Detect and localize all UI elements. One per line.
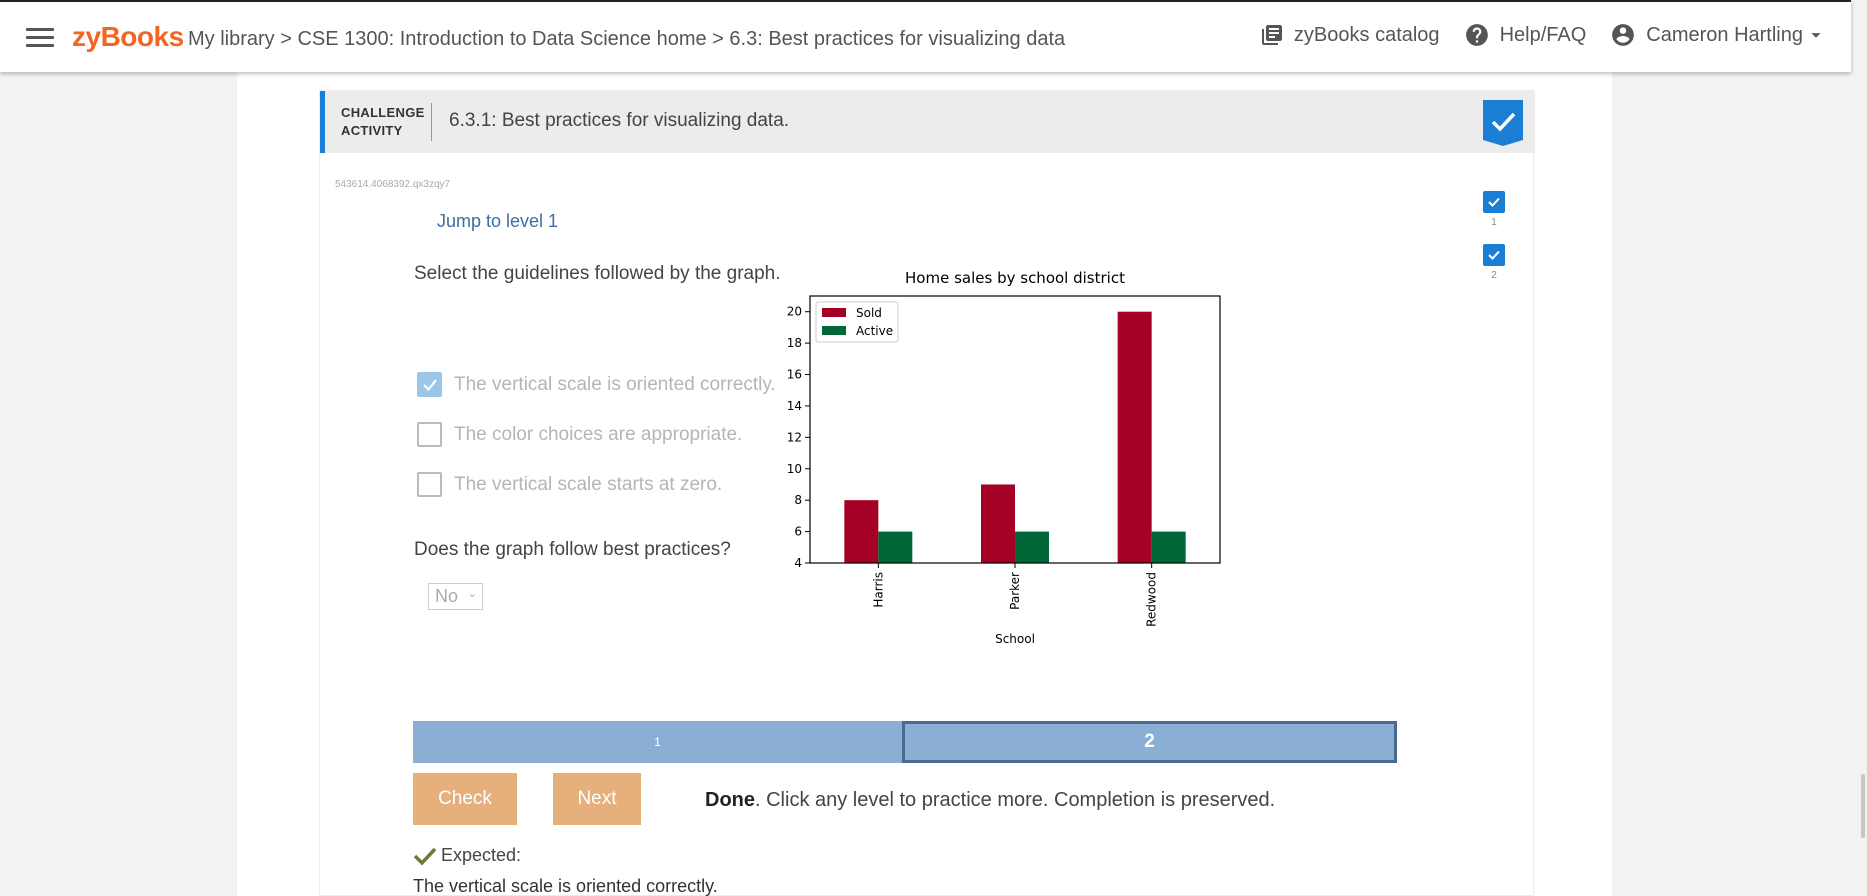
y-tick-label: 16: [787, 368, 802, 382]
legend-swatch: [822, 326, 846, 335]
breadcrumb-course[interactable]: CSE 1300: Introduction to Data Science h…: [297, 28, 707, 50]
help-link[interactable]: Help/FAQ: [1464, 22, 1587, 48]
menu-icon[interactable]: [26, 28, 54, 48]
dropdown-value: No: [435, 586, 459, 606]
y-tick-label: 18: [787, 336, 802, 350]
level-button-2[interactable]: 2: [902, 721, 1397, 763]
y-tick-label: 10: [787, 462, 802, 476]
checkbox[interactable]: [417, 372, 442, 397]
check-icon: [1483, 244, 1505, 266]
y-tick-label: 12: [787, 430, 802, 444]
chart-title: Home sales by school district: [905, 269, 1125, 287]
expected-answer: The vertical scale is oriented correctly…: [413, 876, 718, 896]
y-tick-label: 20: [787, 305, 802, 319]
option-label: The vertical scale starts at zero.: [454, 473, 723, 495]
x-tick-label: Redwood: [1145, 572, 1159, 627]
bar-active: [1151, 531, 1186, 563]
plot-frame: [809, 295, 1221, 564]
bar-sold: [981, 484, 1015, 563]
checkbox[interactable]: [417, 422, 442, 447]
activity-type-line: ACTIVITY: [341, 123, 403, 138]
y-tick-label: 8: [794, 493, 802, 507]
legend-swatch: [822, 308, 846, 317]
level-indicator-2[interactable]: 2: [1483, 244, 1505, 281]
y-tick-label: 14: [787, 399, 802, 413]
zybooks-logo[interactable]: zyBooks: [72, 21, 184, 52]
scrollbar-thumb[interactable]: [1861, 774, 1865, 838]
activity-type-line: CHALLENGE: [341, 105, 425, 120]
bar-chart: Home sales by school district Harris Parke…: [787, 269, 1221, 646]
x-axis-label: School: [995, 632, 1035, 646]
check-button[interactable]: Check: [413, 773, 517, 825]
activity-title: 6.3.1: Best practices for visualizing da…: [449, 110, 790, 131]
completed-badge-icon: [1483, 100, 1523, 146]
breadcrumb-separator: >: [274, 28, 298, 50]
checkmark-icon: [413, 847, 437, 866]
completion-message: Done. Click any level to practice more. …: [705, 789, 1275, 812]
best-practices-question: Does the graph follow best practices?: [414, 539, 731, 560]
breadcrumb: My library > CSE 1300: Introduction to D…: [188, 28, 1065, 51]
bar-active: [1015, 531, 1049, 563]
expected-label: Expected:: [441, 845, 522, 865]
help-icon: [1465, 24, 1488, 46]
level-indicators: 1 2: [1483, 191, 1509, 297]
caret-down-icon: [1811, 33, 1821, 38]
done-label: Done: [705, 789, 755, 811]
y-tick-label: 6: [794, 525, 802, 539]
header-divider: [431, 103, 432, 141]
activity-id: 543614.4068392.qx3zqy7: [335, 179, 451, 190]
y-tick-label: 4: [794, 556, 802, 570]
help-label: Help/FAQ: [1499, 23, 1587, 46]
jump-to-level-link[interactable]: Jump to level 1: [437, 211, 559, 231]
breadcrumb-separator: >: [706, 28, 730, 50]
option-label: The vertical scale is oriented correctly…: [454, 373, 776, 395]
level-progress-bar: 1 2: [413, 721, 1397, 763]
activity-type-label: CHALLENGE ACTIVITY: [341, 104, 425, 140]
chevron-down-icon: ⌄: [467, 588, 477, 600]
top-bar: zyBooks My library > CSE 1300: Introduct…: [0, 0, 1851, 72]
check-icon: [1483, 191, 1505, 213]
answer-dropdown[interactable]: No ⌄: [428, 583, 483, 610]
catalog-label: zyBooks catalog: [1293, 23, 1440, 46]
content-area: CHALLENGE ACTIVITY 6.3.1: Best practices…: [237, 72, 1612, 896]
option-vertical-scale-oriented[interactable]: The vertical scale is oriented correctly…: [417, 372, 776, 397]
level-number: 2: [1491, 270, 1497, 281]
check-icon: [422, 378, 437, 391]
option-color-choices[interactable]: The color choices are appropriate.: [417, 422, 742, 447]
breadcrumb-section[interactable]: 6.3: Best practices for visualizing data: [729, 28, 1066, 50]
option-label: The color choices are appropriate.: [454, 423, 743, 445]
level-indicator-1[interactable]: 1: [1483, 191, 1505, 228]
x-tick-label: Harris: [871, 572, 885, 608]
breadcrumb-library[interactable]: My library: [188, 28, 275, 50]
activity-header: CHALLENGE ACTIVITY 6.3.1: Best practices…: [320, 91, 1535, 153]
done-text: . Click any level to practice more. Comp…: [755, 789, 1276, 811]
user-name: Cameron Hartling: [1646, 23, 1803, 46]
library-books-icon: [1261, 25, 1282, 45]
top-right-nav: zyBooks catalog Help/FAQ Cameron Hartlin…: [1236, 22, 1827, 48]
question-prompt: Select the guidelines followed by the gr…: [414, 263, 781, 284]
x-tick-label: Parker: [1008, 572, 1022, 610]
user-menu[interactable]: Cameron Hartling: [1610, 22, 1827, 48]
option-scale-starts-zero[interactable]: The vertical scale starts at zero.: [417, 472, 722, 497]
account-icon: [1612, 24, 1635, 46]
legend-label: Active: [856, 324, 893, 338]
catalog-link[interactable]: zyBooks catalog: [1260, 23, 1440, 47]
legend-label: Sold: [856, 306, 882, 320]
challenge-activity: CHALLENGE ACTIVITY 6.3.1: Best practices…: [319, 90, 1535, 896]
level-number: 1: [1491, 217, 1497, 228]
bar-active: [878, 531, 913, 563]
checkbox[interactable]: [417, 472, 442, 497]
expected-feedback: Expected:: [413, 845, 521, 866]
bar-sold: [844, 500, 879, 563]
bar-sold: [1117, 311, 1152, 563]
level-button-1[interactable]: 1: [654, 735, 661, 749]
next-button[interactable]: Next: [553, 773, 641, 825]
